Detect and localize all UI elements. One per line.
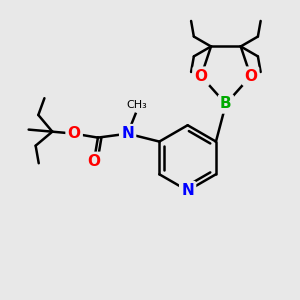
Text: O: O: [68, 126, 81, 141]
Text: O: O: [195, 69, 208, 84]
Text: O: O: [244, 69, 257, 84]
Text: N: N: [121, 126, 134, 141]
Text: N: N: [181, 183, 194, 198]
Text: CH₃: CH₃: [126, 100, 147, 110]
Text: B: B: [220, 96, 232, 111]
Text: O: O: [87, 154, 101, 169]
